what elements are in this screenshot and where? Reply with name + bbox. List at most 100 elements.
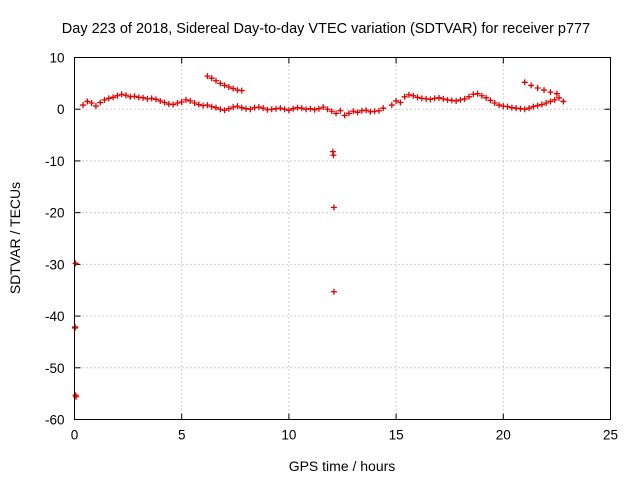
data-point: [208, 75, 215, 82]
data-point: [388, 102, 395, 109]
data-point: [140, 94, 147, 101]
data-point: [521, 79, 528, 86]
series-upper-arc-2: [521, 79, 560, 97]
series-outliers: [71, 148, 337, 400]
x-tick-label: 5: [178, 428, 186, 443]
data-point: [453, 97, 460, 104]
x-tick-label: 10: [281, 428, 296, 443]
y-tick-label: -20: [45, 206, 65, 221]
data-point: [330, 204, 337, 211]
data-point: [375, 107, 382, 114]
data-point: [320, 104, 327, 111]
data-point: [457, 96, 464, 103]
data-point: [174, 100, 181, 107]
data-point: [131, 93, 138, 100]
x-axis-label: GPS time / hours: [289, 458, 396, 474]
x-tick-label: 15: [389, 428, 404, 443]
data-point: [182, 96, 189, 103]
series-band-after-noon: [337, 105, 387, 119]
data-point: [157, 97, 164, 104]
data-point: [363, 107, 370, 114]
data-point: [187, 97, 194, 104]
data-point: [530, 103, 537, 110]
data-point: [401, 93, 408, 100]
data-point: [80, 102, 87, 109]
data-point: [330, 152, 337, 159]
data-point: [324, 106, 331, 113]
data-point: [170, 101, 177, 108]
y-tick-label: -10: [45, 154, 65, 169]
data-point: [553, 90, 560, 97]
y-axis-label: SDTVAR / TECUs: [7, 182, 23, 294]
data-point: [410, 92, 417, 99]
data-point: [290, 105, 297, 112]
data-point: [277, 105, 284, 112]
data-point: [345, 110, 352, 117]
data-point: [405, 91, 412, 98]
data-point: [110, 94, 117, 101]
data-point: [547, 89, 554, 96]
data-point: [122, 92, 129, 99]
data-point: [230, 104, 237, 111]
data-point: [114, 92, 121, 99]
data-point: [491, 100, 498, 107]
y-tick-label: 0: [57, 102, 65, 117]
x-tick-label: 20: [496, 428, 511, 443]
data-point: [260, 105, 267, 112]
y-tick-label: 10: [49, 51, 64, 66]
data-point: [238, 104, 245, 111]
data-point: [88, 100, 95, 107]
data-point: [101, 96, 108, 103]
data-point: [440, 95, 447, 102]
data-point: [238, 87, 245, 94]
data-point: [538, 101, 545, 108]
data-point: [221, 82, 228, 89]
data-point: [333, 110, 340, 117]
y-tick-label: -60: [45, 413, 65, 428]
data-point: [435, 94, 442, 101]
data-point: [547, 98, 554, 105]
data-point: [97, 99, 104, 106]
data-point: [487, 97, 494, 104]
data-point: [247, 106, 254, 113]
data-point: [148, 95, 155, 102]
data-point: [354, 109, 361, 116]
data-point: [84, 98, 91, 105]
y-tick-label: -40: [45, 309, 65, 324]
y-tick-label: -30: [45, 257, 65, 272]
data-point: [528, 82, 535, 89]
data-point: [178, 98, 185, 105]
data-point: [161, 99, 168, 106]
data-point: [230, 85, 237, 92]
x-tick-label: 25: [603, 428, 618, 443]
data-point: [191, 100, 198, 107]
data-point: [543, 100, 550, 107]
data-point: [307, 105, 314, 112]
data-point: [534, 85, 541, 92]
data-point: [225, 105, 232, 112]
y-tick-label: -50: [45, 361, 65, 376]
data-point: [208, 103, 215, 110]
series-main-band: [80, 91, 340, 117]
data-point: [298, 105, 305, 112]
data-point: [556, 94, 563, 101]
data-points: [71, 73, 567, 400]
data-point: [315, 105, 322, 112]
data-point: [213, 104, 220, 111]
data-point: [328, 108, 335, 115]
data-point: [504, 103, 511, 110]
data-point: [483, 94, 490, 101]
grid-lines: [74, 57, 611, 420]
data-point: [380, 105, 387, 112]
data-point: [474, 90, 481, 97]
data-point: [285, 107, 292, 114]
data-point: [427, 96, 434, 103]
data-point: [461, 95, 468, 102]
data-point: [496, 102, 503, 109]
data-point: [217, 80, 224, 87]
data-point: [521, 106, 528, 113]
data-point: [217, 106, 224, 113]
data-point: [393, 97, 400, 104]
series-upper-arc-1: [204, 73, 245, 94]
